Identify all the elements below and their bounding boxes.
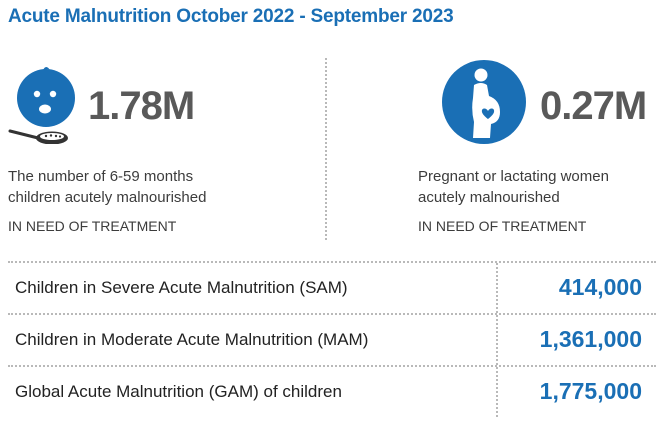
column-divider bbox=[496, 263, 498, 313]
column-divider bbox=[496, 315, 498, 365]
table-row-value: 414,000 bbox=[559, 274, 642, 301]
children-stat-value: 1.78M bbox=[88, 84, 194, 129]
table-row: Children in Severe Acute Malnutrition (S… bbox=[8, 263, 656, 315]
table-row: Children in Moderate Acute Malnutrition … bbox=[8, 315, 656, 367]
pregnant-woman-icon bbox=[440, 58, 528, 146]
page-title: Acute Malnutrition October 2022 - Septem… bbox=[8, 6, 453, 28]
women-need-label: IN NEED OF TREATMENT bbox=[418, 218, 586, 234]
column-divider bbox=[496, 367, 498, 417]
women-stat-description: Pregnant or lactating women acutely maln… bbox=[418, 166, 609, 208]
vertical-divider bbox=[325, 58, 327, 240]
children-need-label: IN NEED OF TREATMENT bbox=[8, 218, 176, 234]
children-stat-description: The number of 6-59 months children acute… bbox=[8, 166, 206, 208]
women-stat-block: 0.27M Pregnant or lactating women acutel… bbox=[418, 58, 658, 242]
table-row-value: 1,775,000 bbox=[540, 378, 642, 405]
table-row: Global Acute Malnutrition (GAM) of child… bbox=[8, 367, 656, 417]
women-stat-description-line1: Pregnant or lactating women bbox=[418, 166, 609, 187]
table-row-value: 1,361,000 bbox=[540, 326, 642, 353]
table-row-label: Children in Severe Acute Malnutrition (S… bbox=[15, 278, 348, 298]
table-row-label: Children in Moderate Acute Malnutrition … bbox=[15, 330, 368, 350]
children-stat-block: 1.78M The number of 6-59 months children… bbox=[8, 62, 308, 242]
children-stat-description-line2: children acutely malnourished bbox=[8, 187, 206, 208]
children-stat-description-line1: The number of 6-59 months bbox=[8, 166, 206, 187]
women-stat-value: 0.27M bbox=[540, 84, 646, 129]
malnutrition-table: Children in Severe Acute Malnutrition (S… bbox=[8, 261, 656, 417]
table-row-label: Global Acute Malnutrition (GAM) of child… bbox=[15, 382, 342, 402]
women-stat-description-line2: acutely malnourished bbox=[418, 187, 609, 208]
child-feeding-icon bbox=[8, 66, 80, 144]
